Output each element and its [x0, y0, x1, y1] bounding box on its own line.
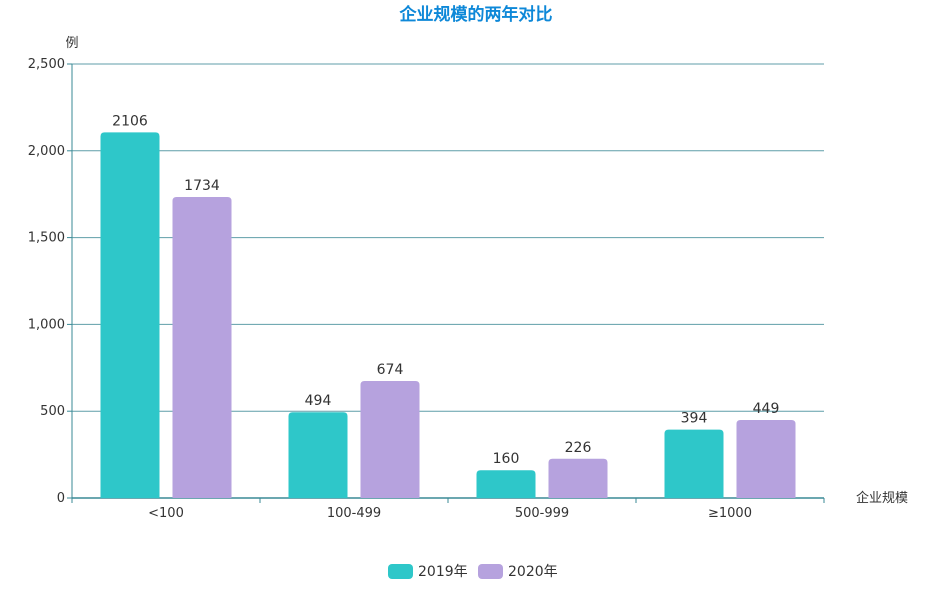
- data-label: 1734: [184, 178, 220, 194]
- data-labels: 2106 1734 494 674 160 226 394 449: [112, 113, 779, 467]
- bar[interactable]: [288, 412, 348, 498]
- data-label: 674: [377, 362, 404, 378]
- legend-item[interactable]: 2020年: [478, 564, 558, 580]
- data-label: 226: [565, 440, 592, 456]
- chart-title: 企业规模的两年对比: [399, 4, 553, 25]
- bar[interactable]: [100, 132, 160, 498]
- data-label: 494: [305, 393, 332, 409]
- x-tick-label: 100-499: [327, 506, 381, 521]
- legend-label: 2020年: [508, 564, 558, 580]
- legend-swatch: [478, 564, 503, 579]
- bar[interactable]: [476, 470, 536, 498]
- y-tick-label: 2,500: [28, 57, 65, 72]
- x-tick-label: ≥1000: [708, 506, 752, 521]
- y-tick-label: 1,500: [28, 231, 65, 246]
- y-tick-label: 500: [40, 404, 65, 419]
- y-tick-label: 0: [57, 491, 65, 506]
- bar[interactable]: [548, 458, 608, 498]
- legend-item[interactable]: 2019年: [388, 564, 468, 580]
- legend[interactable]: 2019年 2020年: [388, 564, 558, 580]
- x-tick-label: 500-999: [515, 506, 569, 521]
- legend-label: 2019年: [418, 564, 468, 580]
- bar[interactable]: [736, 420, 796, 498]
- bar[interactable]: [172, 196, 232, 498]
- bars: [100, 132, 796, 498]
- bar[interactable]: [360, 380, 420, 498]
- legend-swatch: [388, 564, 413, 579]
- y-tick-label: 2,000: [28, 144, 65, 159]
- data-label: 394: [681, 411, 708, 427]
- y-axis-label: 例: [65, 36, 78, 51]
- x-tick-label: <100: [148, 506, 184, 521]
- data-label: 2106: [112, 113, 148, 129]
- data-label: 160: [493, 451, 520, 467]
- data-label: 449: [753, 401, 780, 417]
- y-tick-label: 1,000: [28, 317, 65, 332]
- bar[interactable]: [664, 429, 724, 498]
- x-axis-label: 企业规模: [856, 490, 908, 506]
